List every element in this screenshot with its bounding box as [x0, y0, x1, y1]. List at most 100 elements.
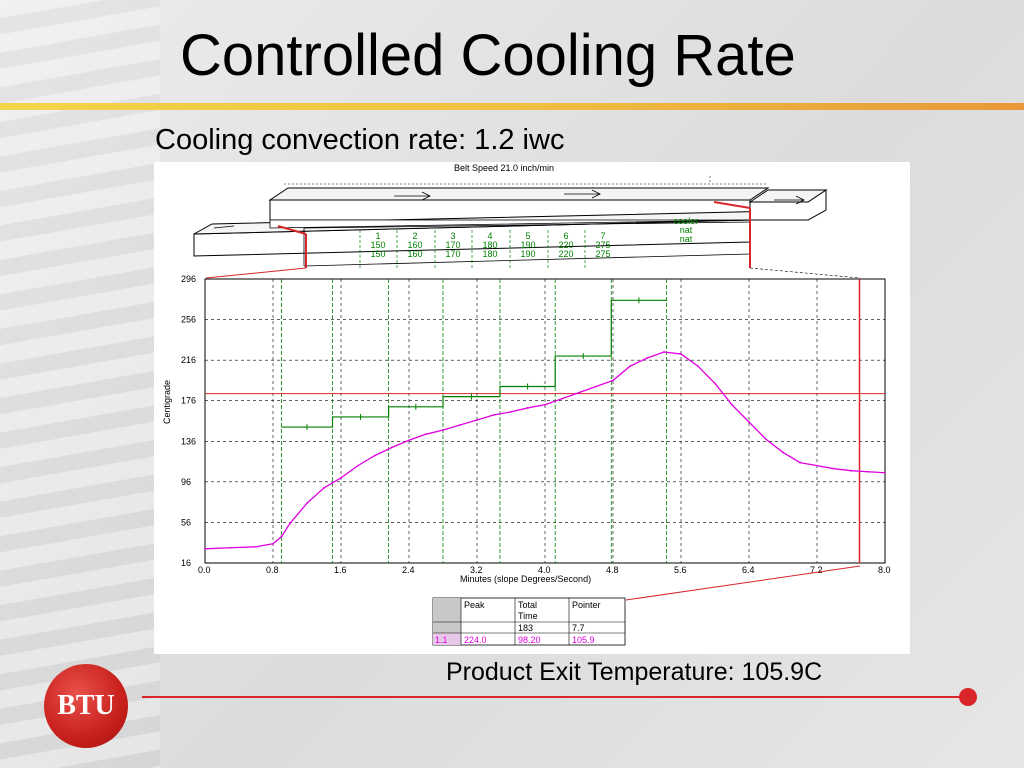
zone-number: 5: [525, 231, 530, 241]
cooler-label: nat: [680, 234, 693, 244]
series-point: [850, 469, 852, 472]
series-point: [884, 471, 886, 474]
series-point: [323, 487, 325, 489]
series-point: [442, 429, 444, 432]
x-tick-label: 2.4: [402, 565, 415, 575]
series-point: [782, 451, 784, 454]
y-tick-label: 176: [181, 396, 196, 406]
series-point: [204, 547, 206, 550]
table-cell: 224.0: [464, 635, 487, 645]
series-point: [255, 545, 257, 548]
series-point: [459, 424, 461, 426]
series-point: [833, 467, 835, 470]
series-point: [663, 351, 665, 353]
x-tick-label: 8.0: [878, 565, 891, 575]
y-tick-label: 56: [181, 517, 191, 527]
series-point: [272, 542, 274, 545]
table-cell: 7.7: [572, 623, 585, 633]
series-point: [408, 439, 410, 442]
cooler-label: cooler: [674, 216, 699, 226]
page-title: Controlled Cooling Rate: [180, 23, 796, 88]
x-tick-label: 1.6: [334, 565, 347, 575]
x-axis-label: Minutes (slope Degrees/Second): [460, 574, 591, 584]
zone-number: 2: [412, 231, 417, 241]
series-point: [595, 385, 597, 388]
table-shaded-cell: [433, 633, 461, 645]
series-point: [476, 419, 478, 421]
table-header: Time: [518, 611, 538, 621]
y-tick-label: 216: [181, 355, 196, 365]
zone-setpoint-bottom: 150: [370, 249, 385, 259]
series-point: [289, 522, 291, 525]
product-exit-temperature: Product Exit Temperature: 105.9C: [446, 658, 823, 686]
x-tick-label: 4.8: [606, 565, 619, 575]
zone-boundary-lines: [281, 279, 667, 563]
series-point: [731, 403, 733, 406]
table-header: Total: [518, 600, 537, 610]
footer-rule: [142, 696, 968, 698]
table-cell: 183: [518, 623, 533, 633]
table-frame: [432, 597, 626, 646]
chart-panel: Belt Speed 21.0 inch/min 1 150 150 2 160 160 3…: [154, 162, 910, 654]
series-point: [680, 353, 682, 355]
x-tick-label: 0.8: [266, 565, 279, 575]
series-point: [748, 421, 750, 423]
zone-number: 4: [487, 231, 492, 241]
zone-setpoint-bottom: 180: [482, 249, 497, 259]
series-point: [646, 357, 648, 360]
series-point: [527, 406, 529, 409]
series-point: [799, 461, 801, 464]
subtitle: Cooling convection rate: 1.2 iwc: [155, 124, 565, 156]
series-point: [493, 414, 495, 416]
title-rule: [0, 103, 1024, 110]
x-tick-label: 7.2: [810, 565, 823, 575]
grid-lines: [205, 279, 885, 563]
logo-text: BTU: [57, 690, 115, 721]
x-tick-label: 4.0: [538, 565, 551, 575]
setpoint-line: [281, 299, 667, 428]
series-point: [578, 391, 580, 394]
belt-speed-label: Belt Speed 21.0 inch/min: [454, 163, 554, 173]
cooler-label: nat: [680, 225, 693, 235]
y-axis-label: Centigrade: [162, 380, 172, 424]
zone-setpoint-bottom: 170: [445, 249, 460, 259]
table-cell: 105.9: [572, 635, 595, 645]
series-point: [374, 454, 376, 457]
series-point: [697, 365, 699, 368]
x-tick-label: 6.4: [742, 565, 755, 575]
series-point: [306, 502, 308, 505]
series-point: [816, 464, 818, 467]
series-point: [391, 446, 393, 449]
x-tick-label: 0.0: [198, 565, 211, 575]
y-tick-label: 16: [181, 558, 191, 568]
temperature-series-points: [204, 351, 886, 550]
x-tick-label: 5.6: [674, 565, 687, 575]
zone-setpoint-top: 190: [520, 240, 535, 250]
zone-setpoint-bottom: 275: [595, 249, 610, 259]
setpoint-steps: [281, 297, 667, 431]
series-point: [629, 365, 631, 368]
footer-dot: [959, 688, 977, 706]
table-cell: 98.20: [518, 635, 541, 645]
axis-tick-labels: 0.0 0.8 1.6 2.4 3.2 4.0 4.8 5.6 6.4 7.2 8.0 296 256 2…: [181, 274, 891, 575]
series-point: [612, 379, 614, 382]
zone-number: 7: [600, 231, 605, 241]
zone-setpoint-top: 275: [595, 240, 610, 250]
series-point: [510, 410, 512, 413]
y-tick-label: 296: [181, 274, 196, 284]
zone-labels: 1150150216016031701704180180519019062202…: [359, 230, 611, 268]
y-tick-label: 136: [181, 436, 196, 446]
series-point: [425, 433, 427, 436]
y-tick-label: 256: [181, 315, 196, 325]
chart: Belt Speed 21.0 inch/min 115015021601603…: [162, 163, 891, 646]
table-header: Peak: [464, 600, 485, 610]
series-point: [714, 382, 716, 385]
series-point: [561, 397, 563, 400]
series-point: [867, 470, 869, 473]
series-point: [357, 464, 359, 467]
zone-number: 3: [450, 231, 455, 241]
zone-number: 6: [563, 231, 568, 241]
series-point: [544, 403, 546, 406]
x-tick-label: 3.2: [470, 565, 483, 575]
table-header: Pointer: [572, 600, 601, 610]
